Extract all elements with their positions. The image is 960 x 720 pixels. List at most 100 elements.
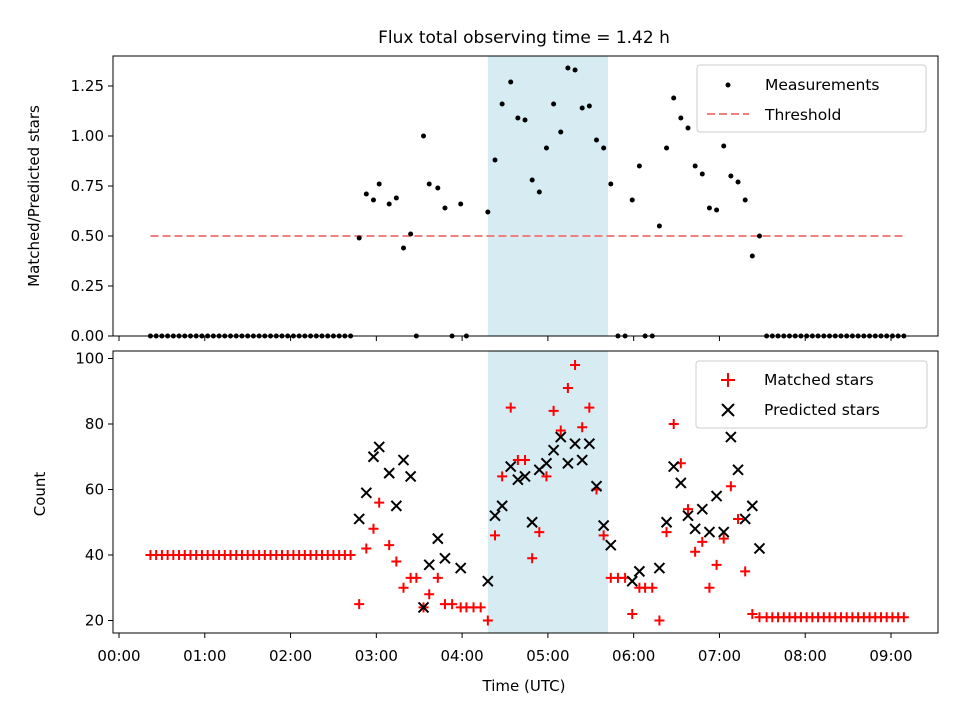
- top-legend-box: [696, 64, 927, 133]
- top-y-ticks: 0.00 0.25 0.50 0.75 1.00 1.25: [71, 77, 113, 345]
- top-y-tick-label: 0.50: [71, 227, 104, 245]
- matched-point: [411, 572, 422, 583]
- top-axes-frame: [112, 55, 939, 337]
- matched-point: [704, 582, 715, 593]
- matched-point: [548, 405, 559, 416]
- bottom-x-ticks: 00:00 01:00 02:00 03:00 04:00 05:00 06:00 07:00…: [97, 633, 913, 665]
- bottom-axes: 20 40 60 80 100 00:00 01:00 02:00 03:00 04:00 05:…: [31, 350, 939, 695]
- measurement-point: [426, 181, 432, 187]
- matched-point: [384, 540, 395, 551]
- matched-point: [733, 513, 744, 524]
- matched-point: [391, 556, 402, 567]
- measurement-point: [363, 191, 369, 197]
- predicted-point: [696, 503, 708, 515]
- measurement-point: [608, 181, 614, 187]
- predicted-point: [526, 516, 538, 528]
- matched-point: [361, 543, 372, 554]
- matched-point: [682, 504, 693, 515]
- measurement-point: [572, 67, 578, 73]
- x-tick-label: 05:00: [526, 647, 569, 665]
- predicted-point: [439, 552, 451, 564]
- measurement-point: [565, 65, 571, 71]
- legend-matched-label: Matched stars: [764, 371, 874, 389]
- matched-point: [747, 608, 758, 619]
- x-tick-label: 02:00: [269, 647, 312, 665]
- legend-predicted-label: Predicted stars: [764, 401, 880, 419]
- matched-point: [398, 582, 409, 593]
- predicted-point: [590, 480, 603, 492]
- predicted-point: [689, 523, 701, 535]
- predicted-point: [562, 457, 574, 470]
- predicted-point: [383, 467, 395, 479]
- x-tick-label: 01:00: [183, 647, 226, 665]
- measurement-point: [692, 163, 698, 169]
- measurement-point: [685, 125, 691, 131]
- legend-predicted-marker: [721, 403, 735, 417]
- top-legend: Measurements Threshold: [696, 64, 927, 133]
- top-y-tick-label: 1.25: [71, 77, 104, 95]
- matched-point: [690, 546, 701, 557]
- measurement-point: [756, 233, 762, 239]
- matched-point: [718, 533, 729, 544]
- matched-point: [482, 615, 493, 626]
- predicted-point: [512, 473, 524, 486]
- matched-point: [562, 382, 573, 393]
- x-tick-label: 09:00: [869, 647, 912, 665]
- top-y-tick-label: 0.75: [71, 177, 104, 195]
- measurement-point: [664, 145, 670, 151]
- bottom-y-tick-label: 80: [85, 415, 104, 433]
- matched-point: [527, 553, 538, 564]
- measurement-point: [601, 145, 607, 151]
- x-tick-label: 07:00: [698, 647, 741, 665]
- matched-point: [598, 530, 609, 541]
- measurement-point: [536, 189, 542, 195]
- measurement-point: [678, 115, 684, 121]
- measurement-point: [421, 133, 427, 139]
- matched-point: [584, 402, 595, 413]
- measurement-point: [551, 101, 557, 107]
- measurement-point: [408, 231, 414, 237]
- predicted-point: [555, 431, 567, 443]
- measurement-point: [593, 137, 599, 143]
- measurement-point: [515, 115, 521, 121]
- predicted-point: [725, 431, 737, 443]
- predicted-point: [583, 437, 596, 450]
- predicted-point: [569, 437, 581, 450]
- bottom-y-tick-label: 60: [85, 481, 104, 499]
- measurement-point: [543, 145, 549, 151]
- bottom-y-tick-label: 100: [75, 350, 104, 368]
- bottom-legend-box: [695, 360, 928, 429]
- figure-title: Flux total observing time = 1.42 h: [378, 28, 670, 48]
- matched-point: [711, 559, 722, 570]
- measurement-point: [435, 185, 441, 191]
- measurement-point: [706, 205, 712, 211]
- measurement-point: [636, 163, 642, 169]
- bottom-highlight-span: [487, 351, 608, 633]
- bottom-y-tick-label: 20: [85, 612, 104, 630]
- measurement-point: [356, 235, 362, 241]
- predicted-point: [496, 500, 508, 512]
- x-tick-label: 08:00: [784, 647, 827, 665]
- measurement-point: [721, 143, 727, 149]
- predicted-point: [417, 601, 430, 614]
- measurement-point: [586, 103, 592, 109]
- measurement-point: [442, 205, 448, 211]
- measurement-point: [529, 177, 535, 183]
- matched-point: [368, 523, 379, 534]
- predicted-point: [718, 526, 730, 538]
- predicted-point: [454, 562, 467, 574]
- predicted-point: [482, 575, 494, 587]
- top-y-tick-label: 1.00: [71, 127, 104, 145]
- measurement-point: [749, 253, 755, 259]
- predicted-point: [753, 542, 766, 555]
- predicted-point: [703, 526, 716, 538]
- predicted-point: [547, 444, 560, 456]
- matched-point: [740, 566, 751, 577]
- legend-threshold-label: Threshold: [764, 106, 841, 124]
- predicted-point: [739, 513, 751, 525]
- bottom-axes-frame: [112, 350, 939, 634]
- matched-point: [475, 602, 486, 613]
- matched-point: [354, 599, 365, 610]
- predicted-point: [597, 519, 610, 532]
- x-tick-label: 03:00: [355, 647, 398, 665]
